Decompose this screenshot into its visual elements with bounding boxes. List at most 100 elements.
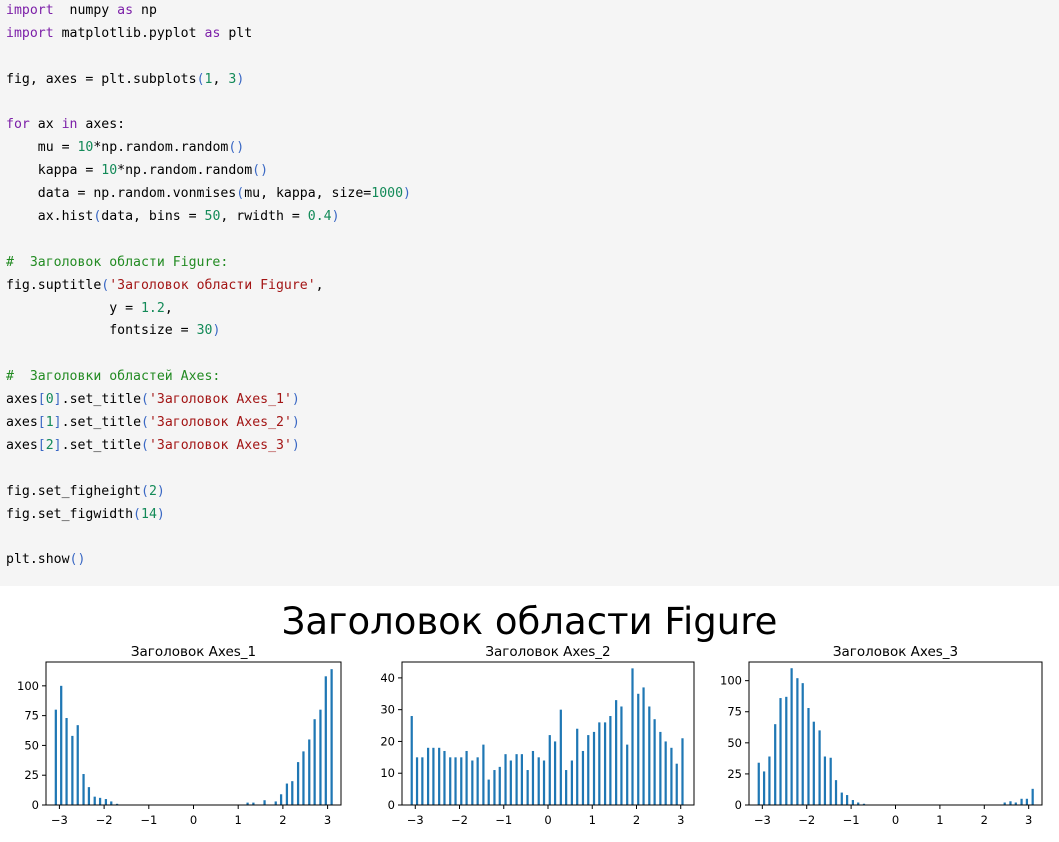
code-token: data = np.random.vonmises [6,186,237,202]
code-line: y = 1.2, [6,298,1059,321]
histogram-bar [565,770,568,805]
code-editor[interactable]: import numpy as np import matplotlib.pypl… [6,0,1059,572]
histogram-bar [98,797,102,805]
histogram-bar [531,750,535,805]
x-tick-label: 0 [190,813,197,827]
histogram-bar [598,722,601,805]
histogram-bar [285,783,289,805]
axes-title: Заголовок Axes_3 [833,644,958,660]
code-token: mu = [6,140,78,156]
code-token: [ [37,392,46,408]
x-tick-label: 0 [544,813,551,827]
histogram-bar [785,696,788,805]
histogram-bar [862,803,866,805]
x-tick-label: 1 [589,813,596,827]
histogram-bar [421,757,424,805]
figure-suptitle: Заголовок области Figure [281,600,778,643]
histogram-bar [330,669,333,805]
y-tick-label: 75 [24,709,39,723]
histogram-bar [115,803,119,805]
code-token: ( [140,483,149,499]
code-line: kappa = 10*np.random.random() [6,160,1059,183]
code-token: # Заголовки областей Axes: [6,369,221,385]
histogram-bar [576,728,579,805]
histogram-bar [1020,798,1023,805]
histogram-bar [460,757,463,805]
code-token: ax [29,117,62,133]
histogram-bar [296,762,300,805]
code-token: .set_title [61,392,142,408]
code-token: ) [291,437,300,453]
code-token: as [204,25,221,41]
code-token: fontsize = [6,323,197,339]
y-tick-label: 0 [735,798,742,812]
histogram-bar [834,780,838,805]
y-tick-label: 0 [388,798,395,812]
histogram-bar [1003,802,1006,805]
code-line [6,343,1059,366]
code-line [6,229,1059,252]
x-tick-label: 2 [981,813,988,827]
histogram-bar [252,802,255,805]
histogram-bar [324,676,327,805]
histogram-bar [609,716,612,805]
code-token: ) [331,209,340,225]
histogram-bar [76,725,79,805]
histogram-bar [570,760,573,805]
code-token: axes: [77,117,126,133]
histogram-bar [592,731,596,805]
code-line: # Заголовки областей Axes: [6,366,1059,389]
histogram-bar [829,757,832,805]
code-token: () [228,140,245,156]
code-token: ( [133,506,141,522]
code-cell[interactable]: import numpy as np import matplotlib.pypl… [0,0,1059,586]
code-token: fig, axes = plt.subplots [6,71,197,87]
code-token: numpy [53,3,118,18]
histogram-bar [274,801,277,805]
y-tick-label: 25 [24,768,39,782]
x-tick-label: −3 [754,813,771,827]
histogram-bar [302,751,305,806]
histogram-bar [71,735,74,805]
histogram-bar [542,760,546,805]
code-token: axes [6,415,38,431]
y-tick-label: 50 [24,738,39,752]
code-token: matplotlib.pyplot [53,25,205,41]
histogram-bar [308,739,311,805]
code-token: fig.suptitle [6,277,102,293]
histogram-bar [104,799,108,805]
y-tick-label: 25 [727,767,742,781]
histogram-bar [1009,801,1012,805]
axes-frame [45,661,342,806]
histogram-bar [443,750,446,805]
code-token: axes [6,437,38,453]
code-line: for ax in axes: [6,114,1059,137]
code-token: 1.2 [140,300,165,316]
code-token: ] [53,437,62,453]
histogram-bar [664,741,667,805]
axes-title: Заголовок Axes_1 [131,644,256,660]
axes-1: Заголовок Axes_1 −3 −2 −1 0 1 2 3 0 25 50 75 100 [17,644,342,827]
code-token: ) [156,506,165,522]
code-line: import matplotlib.pyplot as plt [6,23,1059,46]
code-token: import [6,3,54,18]
code-line: axes[2].set_title('Заголовок Axes_3') [6,435,1059,458]
histogram-bar [620,706,623,805]
code-line: axes[0].set_title('Заголовок Axes_1') [6,389,1059,412]
code-line: ax.hist(data, bins = 50, rwidth = 0.4) [6,206,1059,229]
code-token: 'Заголовок Axes_1' [148,392,292,408]
axes-3: Заголовок Axes_3 −3 −2 −1 0 1 2 3 0 25 50 75 100 [720,644,1043,827]
histogram-bar [762,771,766,805]
histogram-bar [449,757,452,805]
histogram-bar [768,756,771,805]
code-token: ( [101,277,110,293]
histogram-bar [1014,802,1017,805]
code-token: 30 [196,323,213,339]
histogram-bar [454,757,457,805]
histogram-bar [515,754,518,805]
histogram-bar [291,781,294,805]
code-token: 2 [45,437,54,453]
histogram-bar [54,709,57,805]
code-token: ) [403,186,411,202]
